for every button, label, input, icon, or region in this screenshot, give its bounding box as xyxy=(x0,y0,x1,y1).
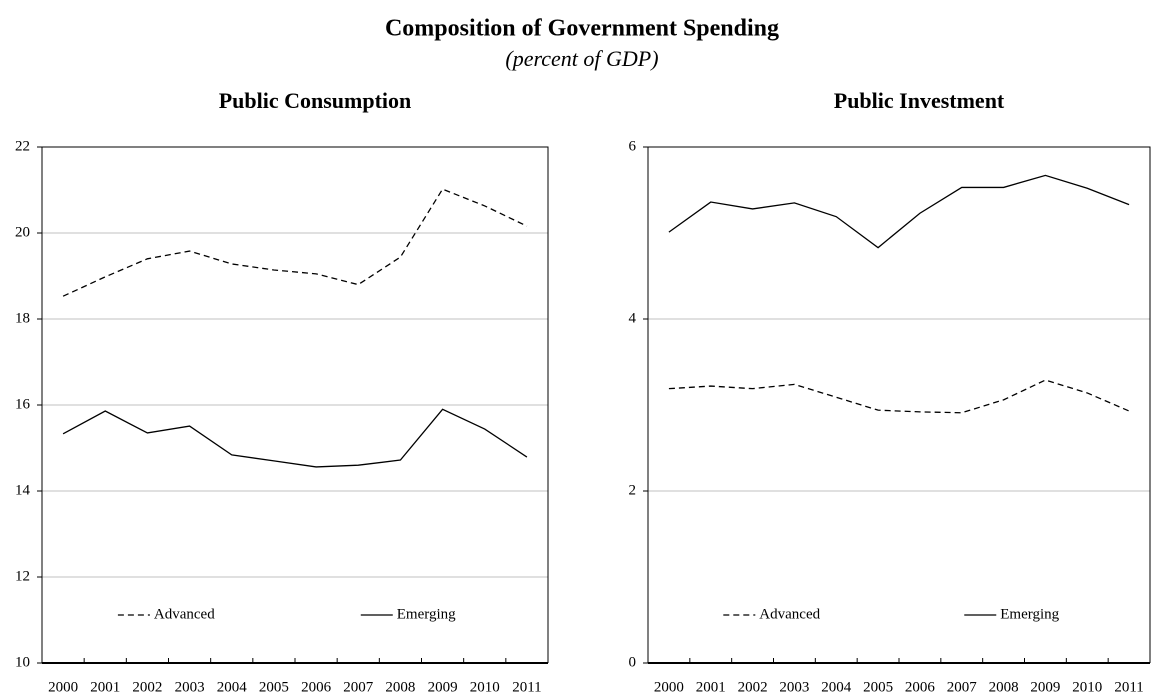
y-tick-label: 2 xyxy=(629,482,637,498)
x-tick-label: 2008 xyxy=(385,679,415,695)
x-tick-label: 2000 xyxy=(48,679,78,695)
y-tick-label: 14 xyxy=(15,482,31,498)
x-tick-label: 2003 xyxy=(779,679,809,695)
plot-frame xyxy=(647,146,1151,663)
x-tick-label: 2001 xyxy=(696,679,726,695)
x-tick-label: 2011 xyxy=(512,679,541,695)
x-tick-label: 2011 xyxy=(1114,679,1143,695)
y-tick-label: 6 xyxy=(629,138,637,154)
x-tick-label: 2006 xyxy=(301,679,332,695)
x-tick-label: 2010 xyxy=(1072,679,1102,695)
y-tick-label: 20 xyxy=(15,224,30,240)
y-tick-label: 10 xyxy=(15,654,30,670)
y-tick-label: 16 xyxy=(15,396,31,412)
x-tick-label: 2009 xyxy=(428,679,458,695)
x-tick-label: 2002 xyxy=(738,679,768,695)
plot-frame xyxy=(41,146,549,663)
x-tick-label: 2009 xyxy=(1030,679,1060,695)
legend-label: Advanced xyxy=(759,606,820,622)
legend-label: Emerging xyxy=(1000,606,1059,622)
x-tick-label: 2005 xyxy=(863,679,893,695)
y-tick-label: 22 xyxy=(15,138,30,154)
x-tick-label: 2003 xyxy=(175,679,205,695)
x-tick-label: 2006 xyxy=(905,679,936,695)
series-line xyxy=(668,174,1130,249)
y-tick-label: 18 xyxy=(15,310,30,326)
x-tick-label: 2001 xyxy=(90,679,120,695)
series-line xyxy=(62,188,528,297)
legend-label: Advanced xyxy=(154,606,215,622)
y-tick-label: 12 xyxy=(15,568,30,584)
panel-title: Public Investment xyxy=(834,88,1005,113)
x-tick-label: 2008 xyxy=(989,679,1019,695)
x-tick-label: 2010 xyxy=(470,679,500,695)
series-line xyxy=(62,408,528,468)
x-tick-label: 2007 xyxy=(343,679,374,695)
x-tick-label: 2004 xyxy=(217,679,248,695)
figure-subtitle: (percent of GDP) xyxy=(505,46,658,71)
legend-label: Emerging xyxy=(397,606,456,622)
x-tick-label: 2007 xyxy=(947,679,978,695)
x-tick-label: 2004 xyxy=(821,679,852,695)
y-tick-label: 0 xyxy=(629,654,637,670)
series-line xyxy=(668,379,1130,414)
x-tick-label: 2002 xyxy=(132,679,162,695)
y-tick-label: 4 xyxy=(629,310,637,326)
panel-title: Public Consumption xyxy=(219,88,412,113)
figure-title: Composition of Government Spending xyxy=(385,16,779,42)
x-tick-label: 2005 xyxy=(259,679,289,695)
x-tick-label: 2000 xyxy=(654,679,684,695)
